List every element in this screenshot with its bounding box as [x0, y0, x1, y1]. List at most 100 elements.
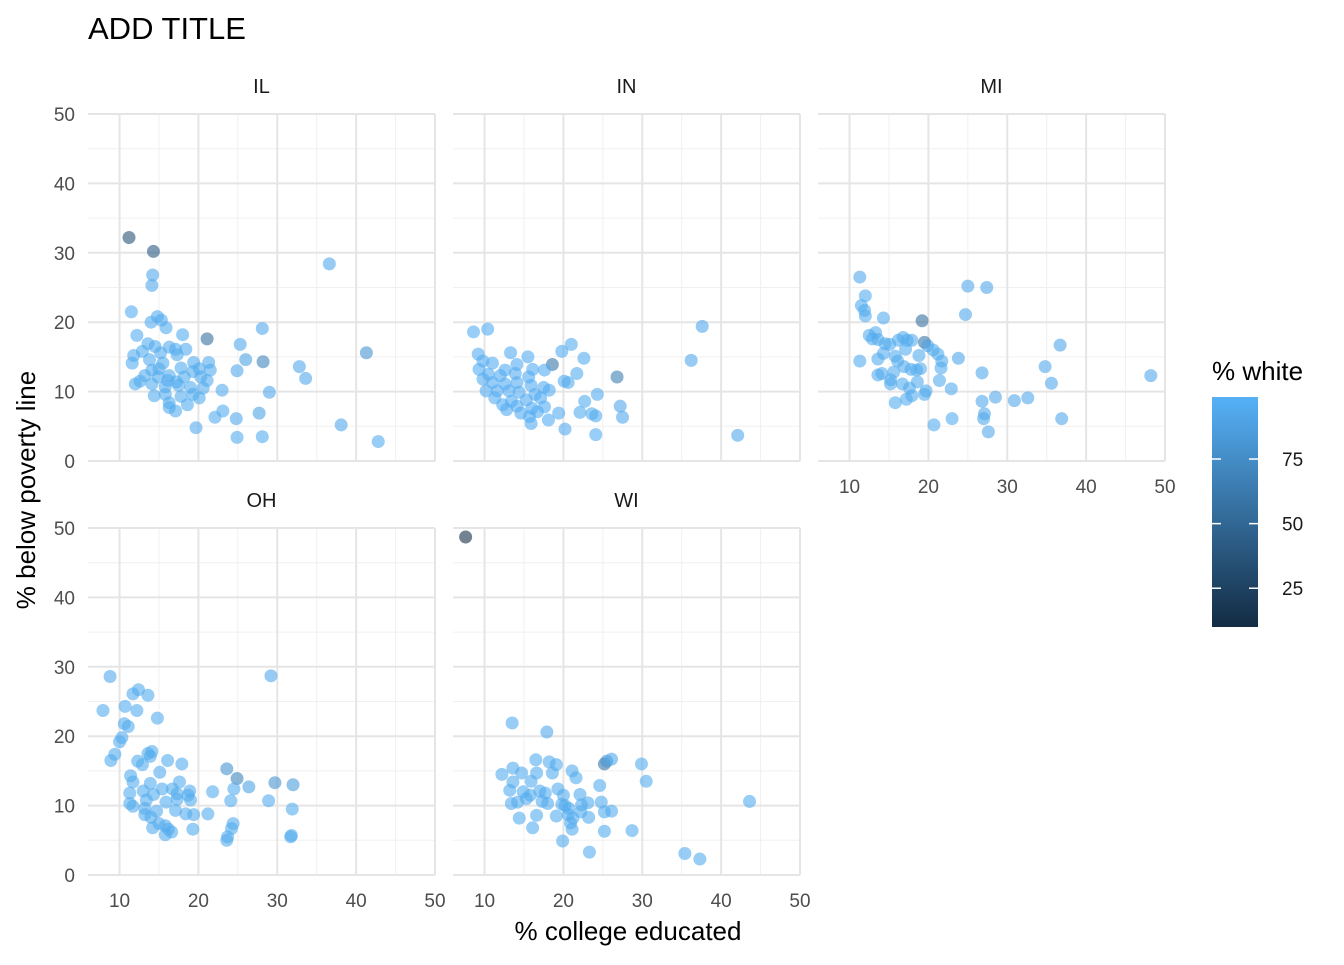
panel-mi: MI 10 20 30 40 50 — [818, 76, 1176, 498]
data-point — [256, 355, 270, 369]
data-point — [944, 382, 958, 396]
facet-label: MI — [980, 76, 1002, 98]
data-point — [141, 688, 155, 702]
facet-label: IL — [253, 76, 270, 98]
data-point — [578, 394, 592, 408]
data-point — [170, 792, 184, 806]
x-tick-label: 20 — [918, 477, 939, 498]
data-point — [555, 344, 569, 358]
data-point — [143, 749, 157, 763]
data-point — [220, 762, 234, 776]
data-point — [573, 405, 587, 419]
data-point — [196, 381, 210, 395]
data-point — [980, 281, 994, 294]
data-point — [876, 311, 890, 325]
data-point — [589, 428, 603, 442]
data-point — [169, 803, 183, 817]
y-tick-label: 50 — [54, 519, 75, 540]
data-point — [285, 802, 299, 816]
data-point — [495, 767, 509, 781]
data-point — [858, 289, 872, 303]
x-tick-label: 40 — [1076, 477, 1097, 498]
data-point — [262, 385, 276, 399]
data-point — [524, 417, 538, 431]
data-point — [467, 325, 481, 339]
data-point — [915, 314, 929, 328]
facet-label: OH — [247, 490, 277, 512]
data-point — [206, 785, 220, 799]
data-point — [541, 413, 555, 427]
data-point — [582, 810, 596, 824]
data-point — [126, 799, 140, 813]
data-point — [582, 845, 596, 859]
data-point — [577, 351, 591, 365]
legend-title: % white — [1212, 356, 1303, 386]
x-tick-label: 50 — [424, 891, 445, 912]
data-point — [932, 373, 946, 387]
data-point — [153, 765, 167, 779]
data-point — [1044, 376, 1058, 390]
panel-in: IN — [453, 76, 801, 462]
data-point — [299, 371, 313, 385]
data-point — [479, 384, 493, 398]
chart-title: ADD TITLE — [88, 11, 246, 46]
data-point — [146, 268, 160, 282]
data-point — [227, 782, 241, 796]
data-point — [899, 392, 913, 406]
x-tick-label: 40 — [711, 891, 732, 912]
data-point — [552, 406, 566, 420]
x-axis-title: % college educated — [515, 916, 742, 946]
y-tick-label: 30 — [54, 244, 75, 265]
data-point — [1021, 391, 1035, 405]
data-point — [917, 387, 931, 401]
data-point — [1053, 338, 1067, 352]
panel-oh: OH 0 10 20 30 40 50 10 20 30 40 50 — [54, 490, 446, 912]
data-point — [170, 348, 184, 362]
data-point — [125, 356, 139, 370]
facet-label: IN — [617, 76, 637, 98]
data-point — [192, 391, 206, 405]
legend-tick-label: 50 — [1282, 515, 1303, 536]
data-point — [593, 778, 607, 792]
data-point — [264, 669, 278, 683]
x-tick-label: 10 — [109, 891, 130, 912]
data-point — [581, 796, 595, 810]
data-point — [485, 356, 499, 370]
data-point — [934, 361, 948, 375]
data-point — [128, 377, 142, 391]
data-point — [731, 428, 745, 442]
data-point — [958, 308, 972, 322]
data-point — [605, 804, 619, 818]
data-point — [504, 346, 518, 360]
data-point — [888, 396, 902, 410]
x-tick-label: 10 — [474, 891, 495, 912]
data-point — [145, 377, 159, 391]
data-point — [510, 376, 524, 390]
color-legend: % white 25 50 75 — [1212, 356, 1303, 627]
data-point — [524, 774, 538, 788]
data-point — [481, 322, 495, 336]
data-point — [113, 735, 127, 749]
data-point — [117, 717, 131, 731]
data-point — [229, 412, 243, 426]
data-point — [1007, 394, 1021, 408]
data-point — [322, 257, 336, 271]
data-point — [981, 425, 995, 439]
data-point — [220, 833, 234, 847]
data-point — [262, 794, 276, 808]
y-tick-label: 50 — [54, 105, 75, 126]
data-point — [853, 270, 867, 284]
legend-colorbar — [1212, 397, 1258, 627]
x-tick-label: 30 — [267, 891, 288, 912]
y-tick-label: 40 — [54, 174, 75, 195]
y-axis-title: % below poverty line — [11, 371, 41, 609]
panel-il: IL 0 10 20 30 40 50 — [54, 76, 436, 473]
data-point — [589, 409, 603, 423]
data-point — [927, 418, 941, 432]
data-point — [176, 328, 190, 342]
legend-ticks: 25 50 75 — [1212, 450, 1303, 600]
data-point — [975, 394, 989, 408]
data-point — [126, 775, 140, 789]
data-point — [743, 794, 757, 808]
data-point — [529, 753, 543, 767]
